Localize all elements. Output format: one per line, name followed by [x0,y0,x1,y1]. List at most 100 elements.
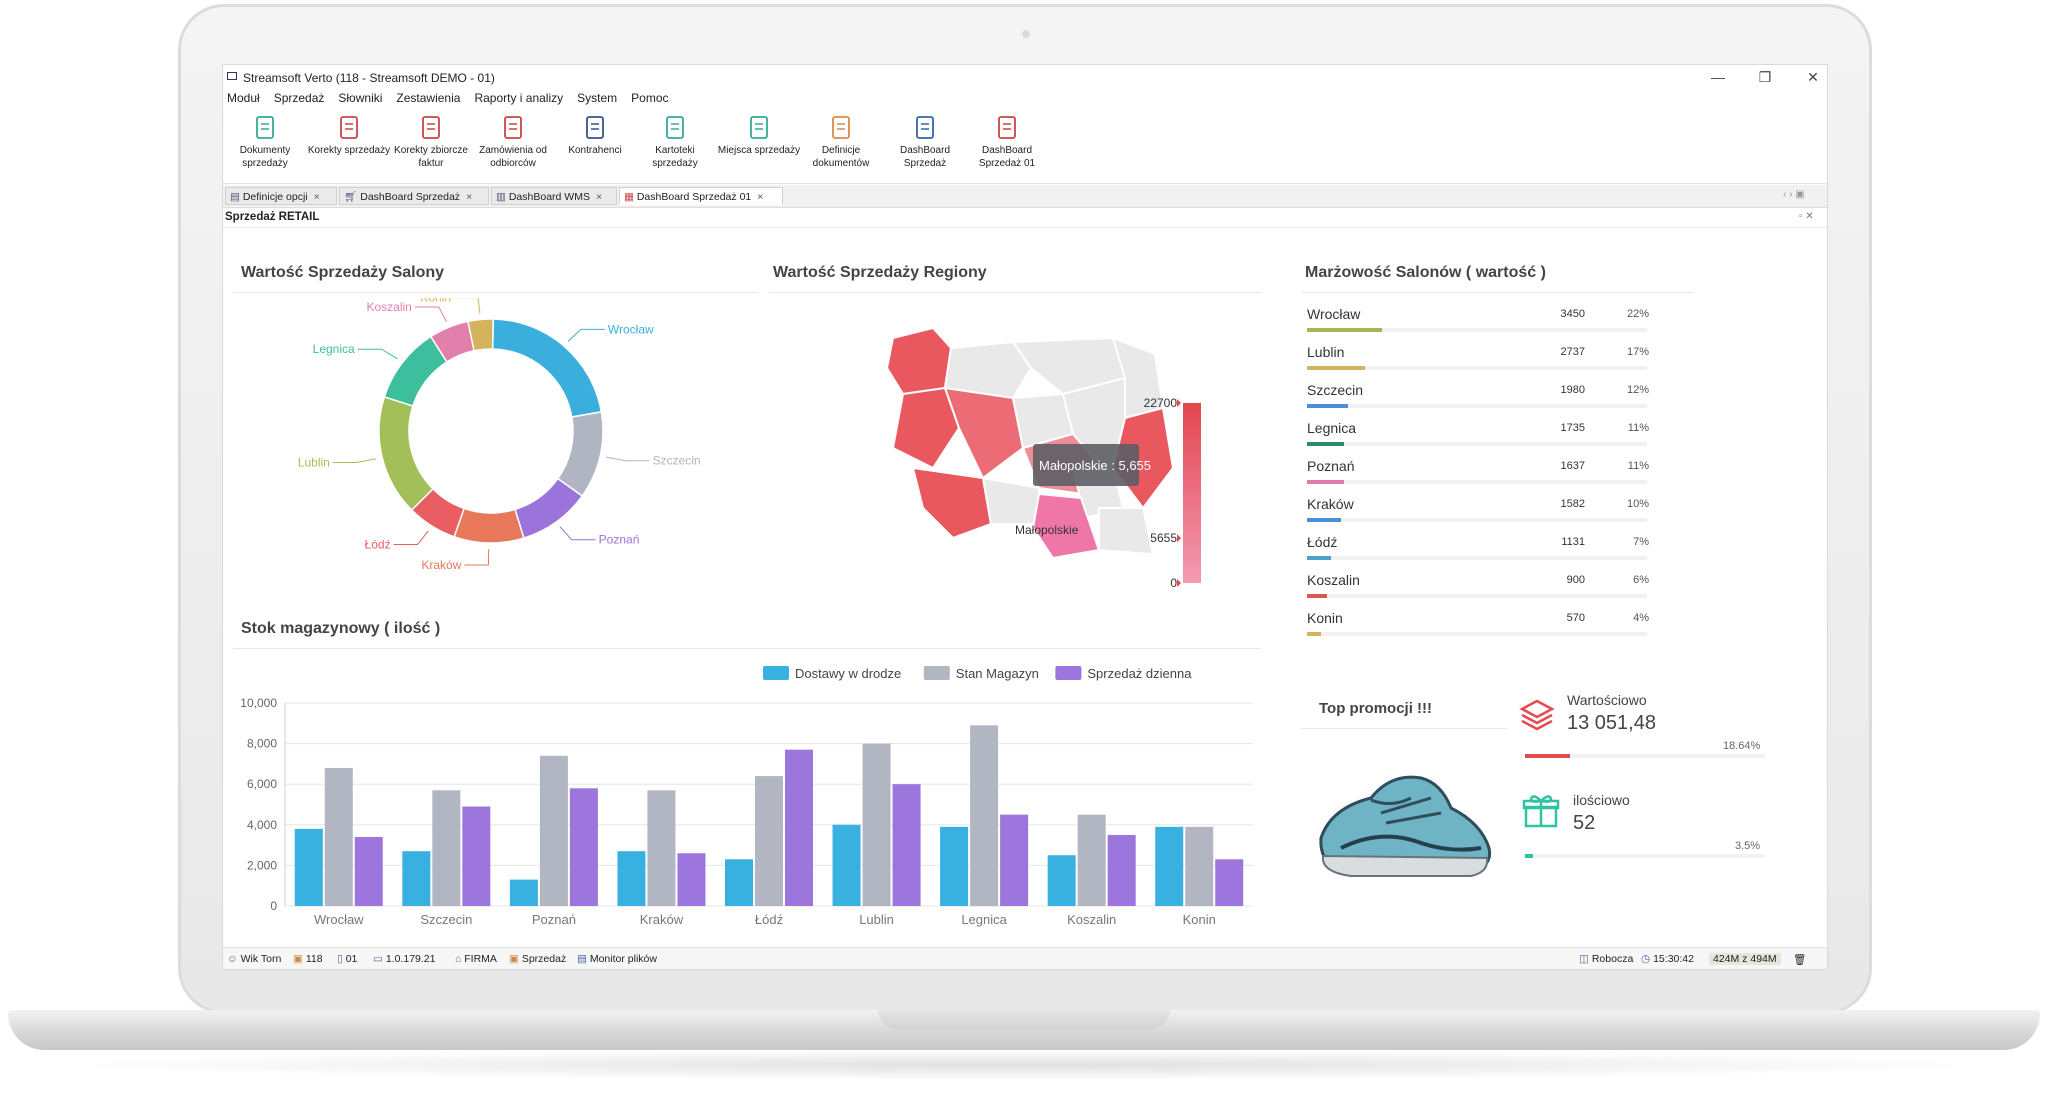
region-zachodniopomorskie[interactable] [885,326,953,396]
status-firm[interactable]: ⌂ FIRMA [455,953,497,965]
close-icon[interactable]: × [313,191,320,203]
bar-Wrocław-1[interactable] [294,828,323,906]
bar-Lublin-1[interactable] [832,824,861,906]
customer-order-icon [504,116,522,139]
bar-Szczecin-1[interactable] [402,851,431,906]
restore-button[interactable]: ❐ [1758,69,1772,85]
menu-item-slowniki[interactable]: Słowniki [338,91,383,105]
minimize-button[interactable]: — [1711,69,1725,85]
donut-slice-9[interactable] [467,318,495,352]
bar-Szczecin-2[interactable] [432,790,461,906]
status-db[interactable]: ◫ Robocza [1579,953,1633,965]
ribbon-button-9[interactable]: DashBoard Sprzedaż [883,115,967,170]
bar-Łódź-1[interactable] [725,859,753,906]
ribbon-button-5[interactable]: Kontrahenci [553,115,637,157]
region-opolskie[interactable] [981,476,1040,525]
tab-scroll-icon[interactable]: ‹ › ▣ [1783,189,1805,200]
bar-Poznań-3[interactable] [569,788,598,906]
ribbon-button-8[interactable]: Definicje dokumentów [799,115,883,170]
ribbon-button-2[interactable]: Korekty sprzedaży [307,115,391,157]
close-button[interactable]: ✕ [1807,69,1819,85]
margin-row-bar [1307,518,1341,522]
status-ip[interactable]: ▭ 1.0.179.21 [373,953,435,965]
bar-Kraków-1[interactable] [617,851,646,906]
ribbon-button-10[interactable]: DashBoard Sprzedaż 01 [965,115,1049,170]
bar-Wrocław-2[interactable] [324,767,353,906]
bar-Łódź-2[interactable] [755,776,783,906]
bar-Poznań-2[interactable] [539,755,568,906]
region-dolnoslaskie[interactable] [911,466,993,540]
tab-dashboard-sprzedaz-01[interactable]: ▦ DashBoard Sprzedaż 01 × [619,187,783,205]
donut-slice-1[interactable] [491,318,603,418]
cart-icon: 🛒︎ [344,191,361,203]
promo-qty-pct: 3.5% [1735,840,1761,852]
bar-Koszalin-1[interactable] [1047,855,1076,906]
legend-swatch[interactable] [763,666,789,680]
bar-Wrocław-3[interactable] [354,836,383,906]
trash-icon[interactable]: 🗑︎ [1793,954,1807,966]
region-wielkopolskie[interactable] [943,386,1025,480]
status-time-text: 15:30:42 [1653,953,1694,965]
ribbon-button-6[interactable]: Kartoteki sprzedaży [633,115,717,170]
donut-leader-line [454,298,481,314]
close-icon[interactable]: × [757,191,764,203]
bar-Kraków-3[interactable] [677,853,706,906]
ribbon-button-1[interactable]: Dokumenty sprzedaży [223,115,307,170]
bar-Lublin-3[interactable] [892,784,921,906]
bar-Konin-2[interactable] [1185,826,1214,906]
y-tick-label: 4,000 [247,818,277,832]
bar-Lublin-2[interactable] [862,743,891,906]
legend-swatch[interactable] [1055,666,1082,680]
bar-Legnica-2[interactable] [970,725,999,906]
margin-row-value: 3450 [1560,308,1585,320]
document-definitions-icon [832,116,850,139]
bar-Legnica-3[interactable] [1000,814,1029,906]
legend-swatch[interactable] [923,666,950,680]
panel-pin-close-icon[interactable]: ▫ ✕ [1799,211,1814,222]
bar-Legnica-1[interactable] [940,826,969,906]
bar-Łódź-3[interactable] [785,749,813,906]
menu-item-zestawienia[interactable]: Zestawienia [396,91,461,105]
status-module[interactable]: ▣ Sprzedaż [509,953,566,965]
region-pomorskie[interactable] [943,340,1033,400]
ribbon-button-3[interactable]: Korekty zbiorcze faktur [389,115,473,170]
tab-dashboard-wms[interactable]: ▥ DashBoard WMS × [491,187,617,205]
tab-definicje-opcji[interactable]: ▤ Definicje opcji × [225,187,337,205]
bar-Poznań-1[interactable] [509,879,538,906]
status-company[interactable]: ▣ 118 [293,953,323,965]
margin-row-name: Legnica [1307,420,1357,436]
ribbon-toolbar: Dokumenty sprzedaży Korekty sprzedaży Kore… [223,111,1827,184]
ribbon-button-7[interactable]: Miejsca sprzedaży [717,115,801,157]
menu-item-pomoc[interactable]: Pomoc [631,91,669,105]
menu-item-sprzedaz[interactable]: Sprzedaż [273,91,325,105]
region-map: Małopolskie Małopolskie : 5,655 22700 5655 0 [885,326,1201,590]
bar-Koszalin-3[interactable] [1107,834,1136,906]
bar-Szczecin-3[interactable] [462,806,491,906]
bar-Konin-1[interactable] [1155,826,1184,906]
region-lubuskie[interactable] [891,386,961,470]
donut-slice-4[interactable] [453,507,525,544]
margin-row-value: 900 [1566,574,1585,586]
close-icon[interactable]: × [595,191,603,203]
status-monitor[interactable]: ▤ Monitor plików [577,953,657,965]
status-memory[interactable]: 424M z 494M [1709,953,1781,965]
margin-row-percent: 12% [1626,384,1649,396]
bar-Koszalin-2[interactable] [1077,814,1106,906]
donut-slice-6[interactable] [378,395,434,512]
menu-item-modul[interactable]: Moduł [227,91,260,105]
region-podkarpackie[interactable] [1098,507,1155,556]
status-user[interactable]: ☺ Wik Torn [227,953,281,965]
ribbon-button-4[interactable]: Zamówienia od odbiorców [471,115,555,170]
divider [769,292,1261,293]
menu-item-raporty[interactable]: Raporty i analizy [474,91,564,105]
bar-Konin-3[interactable] [1215,859,1244,906]
bar-Kraków-2[interactable] [647,790,676,906]
region-malopolskie[interactable] [1031,492,1101,560]
status-db-text: Robocza [1591,953,1634,965]
tab-dashboard-sprzedaz[interactable]: 🛒︎ DashBoard Sprzedaż × [339,187,489,205]
close-icon[interactable]: × [466,191,473,203]
menu-item-system[interactable]: System [577,91,618,105]
margin-row: Lublin 2737 17% [1303,344,1663,382]
status-branch[interactable]: ▯ 01 [337,953,357,965]
margin-row-bar [1307,594,1328,598]
